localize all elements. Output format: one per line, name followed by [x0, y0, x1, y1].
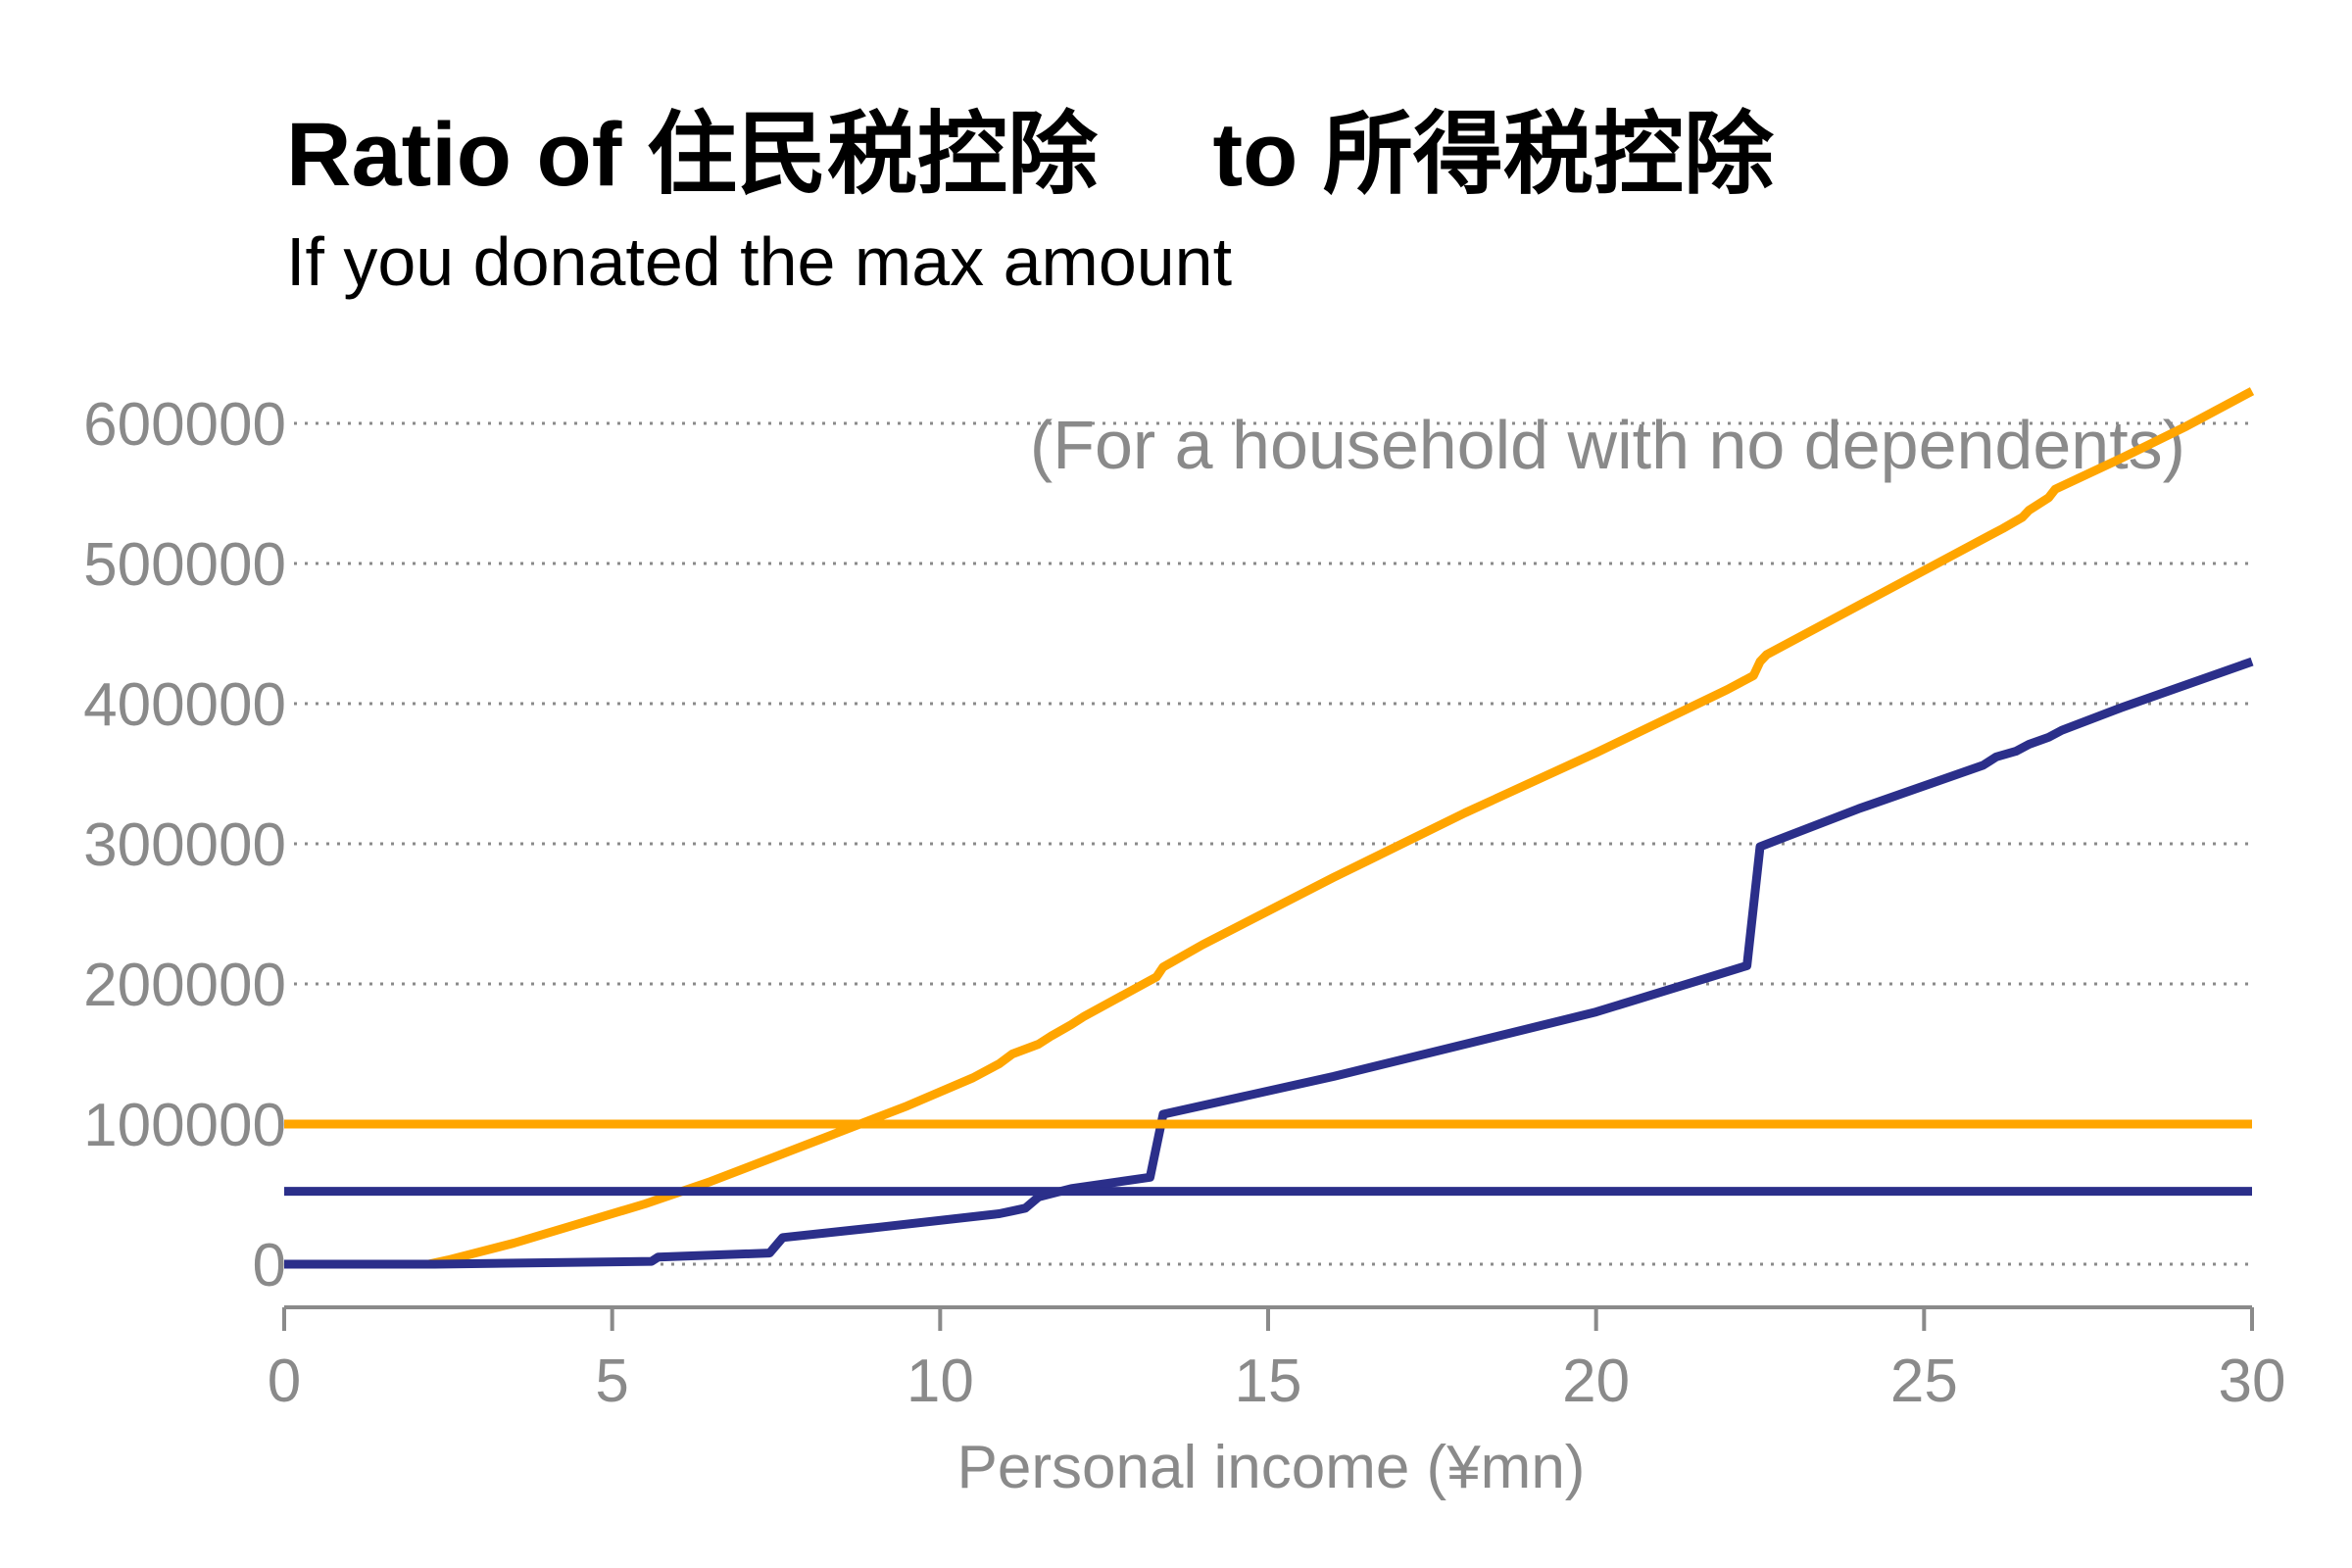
x-tick-label: 0 [268, 1348, 301, 1415]
y-tick-label: 400000 [83, 671, 286, 739]
x-tick-label: 15 [1235, 1348, 1302, 1415]
y-tick-label: 600000 [83, 391, 286, 459]
x-tick-label: 10 [906, 1348, 974, 1415]
series-lines [284, 387, 2255, 1269]
chart-subtitle: If you donated the max amount [286, 223, 1233, 300]
y-tick-label: 200000 [83, 952, 286, 1019]
x-axis-label: Personal income (¥mn) [957, 1434, 1586, 1501]
x-tick-label: 30 [2219, 1348, 2286, 1415]
y-tick-label: 500000 [83, 531, 286, 599]
y-tick-label: 100000 [83, 1092, 286, 1159]
y-tick-label: 0 [253, 1232, 286, 1299]
x-tick-label: 20 [1562, 1348, 1630, 1415]
y-tick-label: 300000 [83, 811, 286, 879]
x-tick-label: 25 [1890, 1348, 1958, 1415]
x-axis: 0 5 10 15 20 25 30 [268, 1305, 2286, 1415]
chart-annotation: (For a household with no dependents) [1030, 407, 2185, 483]
series-line [284, 657, 2254, 1269]
chart-title: Ratio of 住民税控除 to 所得税控除 [286, 105, 1774, 205]
x-tick-label: 5 [595, 1348, 628, 1415]
y-axis-ticks: 0 100000 200000 300000 400000 500000 600000 [83, 391, 286, 1299]
series-line [284, 387, 2255, 1269]
